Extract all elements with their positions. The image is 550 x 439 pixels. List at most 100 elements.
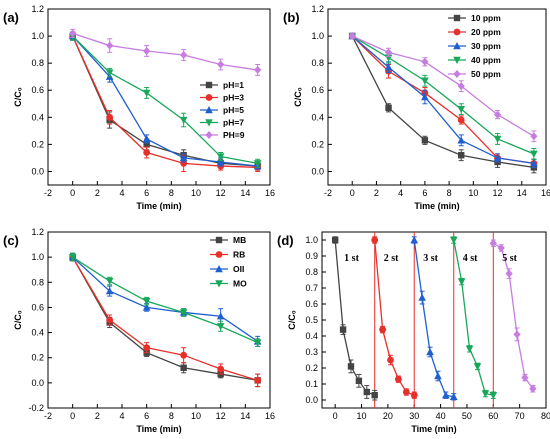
data-point	[421, 93, 429, 101]
x-tick-label: 10	[191, 411, 201, 421]
legend-marker	[205, 119, 213, 127]
data-point	[217, 365, 225, 373]
data-point	[106, 316, 114, 324]
data-point	[355, 377, 363, 384]
data-point	[473, 363, 482, 371]
data-point	[217, 60, 225, 69]
series-10-ppm	[349, 32, 538, 174]
x-tick-label: 12	[493, 188, 503, 198]
data-point	[489, 239, 497, 248]
data-point	[457, 116, 465, 124]
data-point	[530, 132, 538, 141]
data-point	[105, 277, 114, 286]
series-line	[492, 242, 534, 390]
data-point	[143, 46, 151, 55]
series-line	[72, 35, 258, 169]
x-tick-label: 6	[144, 188, 149, 198]
x-tick-label: 50	[462, 411, 472, 421]
series-ph-9	[69, 28, 262, 76]
panel-c: -2 0 2 4 6 8 10 12 14 16 -0.2 0.0 0.2 0.4 0.6 0.8 1.0 1.2…	[3, 227, 275, 434]
x-tick-label: 0	[350, 188, 355, 198]
legend-label: 50 ppm	[471, 69, 501, 79]
y-tick-label: 0.1	[305, 379, 318, 389]
x-tick-label: 8	[169, 188, 174, 198]
data-point	[216, 323, 225, 331]
y-tick-label: 0.2	[31, 353, 44, 363]
plot-frame	[47, 231, 271, 409]
data-point	[142, 89, 151, 97]
legend-label: pH=5	[223, 105, 244, 115]
data-point	[493, 153, 502, 162]
data-point	[421, 137, 429, 144]
data-point	[253, 339, 262, 347]
data-point	[180, 364, 187, 371]
y-tick-label: 0.7	[305, 283, 318, 293]
data-point	[142, 297, 151, 306]
data-point	[216, 157, 225, 166]
y-tick-label: 0.8	[31, 58, 44, 68]
series-line	[351, 35, 534, 169]
series-mo	[68, 252, 262, 347]
x-tick-label: -2	[324, 188, 332, 198]
legend-marker	[215, 265, 223, 273]
series-40-ppm	[348, 32, 538, 160]
x-tick-label: 0	[70, 188, 75, 198]
y-tick-label: 1.2	[311, 4, 324, 14]
plot-frame	[327, 8, 547, 186]
x-tick-label: 70	[515, 411, 525, 421]
data-point	[513, 330, 521, 339]
series-1-st	[331, 236, 378, 401]
y-tick-label: 0.4	[31, 328, 44, 338]
legend-marker	[453, 14, 461, 22]
y-tick-label: 0.3	[305, 347, 318, 357]
x-tick-label: 4	[398, 188, 403, 198]
x-axis-label: Time (min)	[136, 201, 181, 211]
y-axis-label: C/C₀	[13, 87, 23, 107]
panel-b: -2 0 2 4 6 8 10 12 14 16 0.0 0.2 0.4 0.6 0.8 1.0 1.2 Time…	[283, 4, 550, 211]
legend-label: OII	[233, 264, 244, 274]
data-point	[347, 363, 355, 370]
data-point	[493, 110, 502, 119]
y-tick-label: 0.6	[311, 85, 324, 95]
data-point	[481, 390, 490, 398]
x-tick-label: 10	[468, 188, 478, 198]
legend-label: PH=9	[223, 130, 245, 140]
legend-label: 20 ppm	[471, 27, 501, 37]
data-point	[253, 160, 262, 168]
data-point	[105, 287, 114, 295]
data-point	[521, 373, 529, 382]
y-axis-label: C/C₀	[13, 310, 23, 330]
legend-marker	[205, 94, 213, 101]
series-line	[72, 256, 259, 342]
data-point	[505, 269, 513, 278]
data-point	[180, 51, 188, 60]
x-tick-label: 12	[216, 188, 226, 198]
cycle-label: 3 st	[423, 253, 438, 264]
y-tick-label: 1.2	[31, 4, 44, 14]
y-tick-label: 0.2	[305, 363, 318, 373]
data-point	[348, 32, 356, 41]
series-4-st	[449, 236, 498, 400]
legend-label: pH=3	[223, 93, 244, 103]
x-tick-label: 2	[95, 188, 100, 198]
data-point	[418, 293, 426, 301]
y-tick-label: 1.0	[31, 252, 44, 262]
x-tick-label: 14	[517, 188, 527, 198]
data-point	[421, 57, 429, 66]
data-point	[449, 236, 458, 244]
data-point	[530, 159, 538, 167]
x-tick-label: 60	[488, 411, 498, 421]
y-tick-label: 0.8	[305, 267, 318, 277]
legend-label: MO	[233, 279, 247, 289]
y-tick-label: 0.2	[31, 139, 44, 149]
legend-label: 10 ppm	[471, 13, 501, 23]
series-line	[72, 256, 258, 344]
data-point	[106, 41, 114, 50]
x-axis-label: Time (min)	[136, 424, 181, 434]
data-point	[457, 136, 466, 144]
series-line	[72, 256, 258, 381]
data-point	[387, 356, 394, 364]
data-point	[105, 69, 114, 77]
cycle-label: 4 st	[463, 253, 478, 264]
